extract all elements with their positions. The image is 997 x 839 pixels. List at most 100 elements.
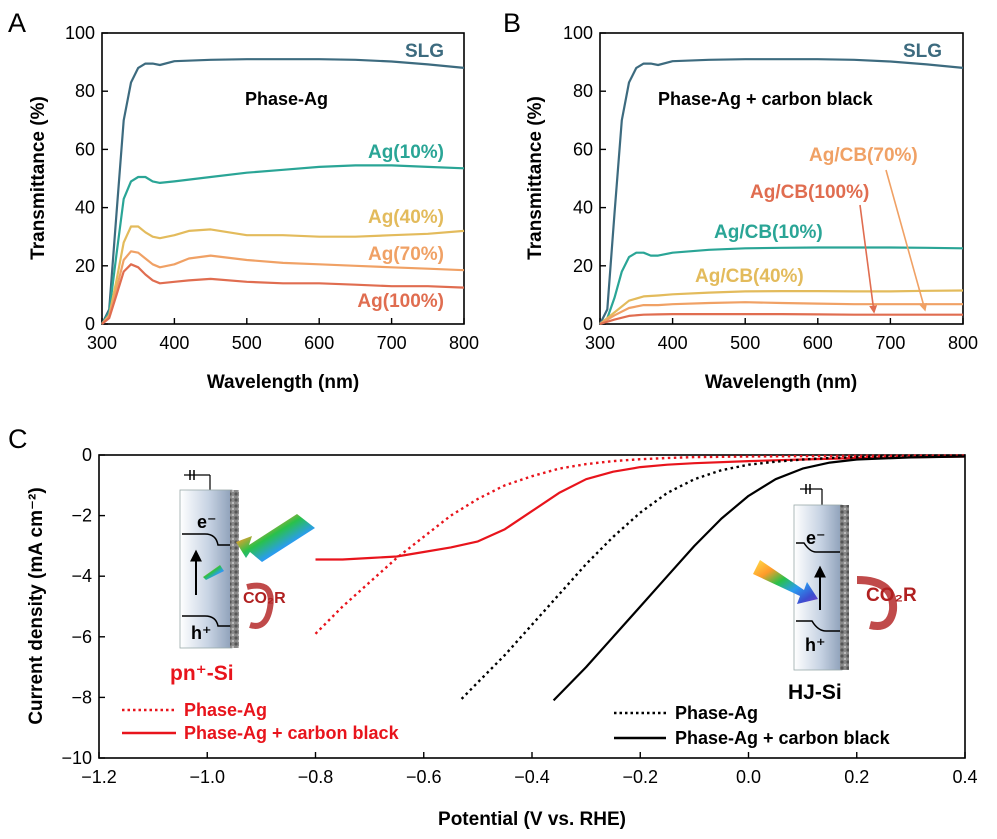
- panel-b-label-agcb40: Ag/CB(40%): [695, 266, 804, 287]
- panel-letter-b: B: [503, 8, 521, 38]
- panel-a-xtick-label: 600: [304, 333, 334, 353]
- hj-si-sunlight-arrow-icon: [753, 560, 818, 604]
- panel-a-xtick-label: 800: [449, 333, 479, 353]
- panel-c-ytick-label: −8: [71, 687, 92, 707]
- pn-si-sunlight-arrow-icon: [236, 514, 315, 562]
- panel-b-ytick-label: 0: [583, 314, 593, 334]
- panel-a-ytick-label: 40: [75, 198, 95, 218]
- panel-b-xlabel: Wavelength (nm): [705, 372, 857, 393]
- panel-a-xtick-label: 700: [377, 333, 407, 353]
- pn-si-co2r-arrow-icon: [246, 582, 274, 629]
- panel-b-ytick-label: 20: [573, 256, 593, 276]
- panel-a-series-2: [101, 164, 465, 325]
- panel-c-xlabel: Potential (V vs. RHE): [438, 809, 626, 830]
- pn-si-small-light-icon: [203, 565, 224, 580]
- panel-c-xtick-label: 0.2: [844, 767, 869, 787]
- panel-b-xtick-label: 400: [658, 333, 688, 353]
- panel-a-series-5: [101, 263, 465, 325]
- hj-si-co2r-arrow-icon: [856, 576, 898, 630]
- panel-b-annotation: Phase-Ag + carbon black: [658, 89, 874, 109]
- panel-a-series-1: [101, 58, 465, 325]
- panel-c-series-4: [552, 455, 966, 702]
- pn-si-wafer: [179, 489, 233, 649]
- legend-left: Phase-Ag Phase-Ag + carbon black: [122, 700, 400, 743]
- hj-si-device-schematic: e⁻ h⁺ CO₂R HJ-Si: [753, 484, 917, 704]
- panel-c-series-3: [460, 454, 966, 700]
- panel-a-ytick-label: 60: [75, 139, 95, 159]
- panel-a-ytick-label: 80: [75, 81, 95, 101]
- panel-b-label-agcb100: Ag/CB(100%): [750, 182, 869, 203]
- panel-c-ytick-label: −6: [71, 627, 92, 647]
- panel-c-xtick-label: 0.0: [736, 767, 761, 787]
- hj-si-electron-label: e⁻: [806, 528, 826, 548]
- legend-left-phase-ag-cb: Phase-Ag + carbon black: [184, 723, 400, 743]
- panel-c-xtick-label: −0.2: [622, 767, 658, 787]
- panel-b-xtick-label: 600: [803, 333, 833, 353]
- panel-b-label-agcb10: Ag/CB(10%): [714, 222, 823, 243]
- panel-a-chart: 300 400 500 600 700 800 0 20 40 60 80 100 Wavelengt…: [28, 23, 479, 393]
- panel-b-arrow-agcb70: [885, 169, 928, 312]
- hj-si-hole-label: h⁺: [805, 635, 826, 655]
- panel-a-series-4: [101, 250, 465, 325]
- panel-c-ytick-label: −10: [61, 748, 92, 768]
- panel-b-series-3: [599, 289, 964, 325]
- legend-right: Phase-Ag Phase-Ag + carbon black: [614, 703, 891, 748]
- panel-b-ytick-label: 100: [563, 23, 593, 43]
- panel-c-xtick-label: −1.2: [81, 767, 117, 787]
- hj-si-catalyst-layer: [840, 505, 849, 670]
- panel-c-ylabel: Current density (mA cm⁻²): [26, 487, 47, 724]
- panel-b-ytick-label: 80: [573, 81, 593, 101]
- panel-a-label-ag10: Ag(10%): [368, 142, 444, 163]
- panel-a-xtick-label: 400: [159, 333, 189, 353]
- panel-a-ytick-label: 0: [85, 314, 95, 334]
- panel-b-ylabel: Transmittance (%): [525, 96, 546, 260]
- panel-b-xtick-label: 500: [730, 333, 760, 353]
- panel-c-xtick-label: −1.0: [189, 767, 225, 787]
- panel-b-xtick-label: 700: [875, 333, 905, 353]
- panel-b-series-4: [599, 301, 963, 325]
- panel-b-series-5: [599, 313, 963, 326]
- panel-a-ytick-label: 20: [75, 256, 95, 276]
- legend-right-phase-ag-cb: Phase-Ag + carbon black: [675, 728, 891, 748]
- pn-si-device-schematic: e⁻ h⁺ CO₂R pn⁺-Si: [170, 470, 315, 685]
- panel-c-xtick-label: −0.6: [406, 767, 442, 787]
- pn-si-product-label: CO₂R: [243, 590, 286, 607]
- panel-c-xtick-label: 0.4: [952, 767, 977, 787]
- panel-c-ytick-label: −2: [71, 506, 92, 526]
- panel-c-series-2: [315, 455, 966, 561]
- panel-letter-c: C: [8, 424, 28, 454]
- legend-left-phase-ag: Phase-Ag: [184, 700, 267, 720]
- panel-a-label-slg: SLG: [405, 41, 444, 62]
- panel-a-ytick-label: 100: [65, 23, 95, 43]
- pn-si-electron-label: e⁻: [197, 512, 217, 532]
- panel-a-label-ag70: Ag(70%): [368, 244, 444, 265]
- panel-a-ylabel: Transmittance (%): [28, 96, 49, 260]
- pn-si-hole-label: h⁺: [191, 623, 212, 643]
- panel-c-xtick-label: −0.8: [298, 767, 334, 787]
- panel-letter-a: A: [8, 8, 26, 38]
- panel-b-ytick-label: 60: [573, 139, 593, 159]
- panel-a-series-3: [101, 225, 465, 325]
- panel-b-series-1: [599, 58, 964, 325]
- hj-si-device-label: HJ-Si: [788, 681, 842, 704]
- panel-b-xtick-label: 800: [948, 333, 978, 353]
- panel-c-ytick-label: −4: [71, 566, 92, 586]
- panel-b-label-agcb70: Ag/CB(70%): [809, 145, 918, 166]
- panel-b-chart: 300 400 500 600 700 800 0 20 40 60 80 100 Wavelengt…: [525, 23, 978, 393]
- panel-a-annotation: Phase-Ag: [245, 89, 328, 109]
- panel-a-xlabel: Wavelength (nm): [207, 372, 359, 393]
- panel-b-label-slg: SLG: [903, 41, 942, 62]
- panel-c-chart: −1.2 −1.0 −0.8 −0.6 −0.4 −0.2 0.0 0.2 0.4 −10 −8 −6…: [26, 445, 978, 830]
- panel-b-series-2: [599, 246, 964, 325]
- panel-a-label-ag100: Ag(100%): [357, 291, 444, 312]
- panel-a-xtick-label: 300: [87, 333, 117, 353]
- panel-a-frame: [101, 32, 465, 325]
- panel-b-arrow-agcb100: [859, 204, 878, 314]
- panel-a-label-ag40: Ag(40%): [368, 207, 444, 228]
- panel-a-xtick-label: 500: [232, 333, 262, 353]
- pn-si-catalyst-layer: [230, 490, 239, 648]
- pn-si-device-label: pn⁺-Si: [170, 662, 234, 685]
- panel-b-xtick-label: 300: [585, 333, 615, 353]
- panel-b-frame: [599, 32, 964, 325]
